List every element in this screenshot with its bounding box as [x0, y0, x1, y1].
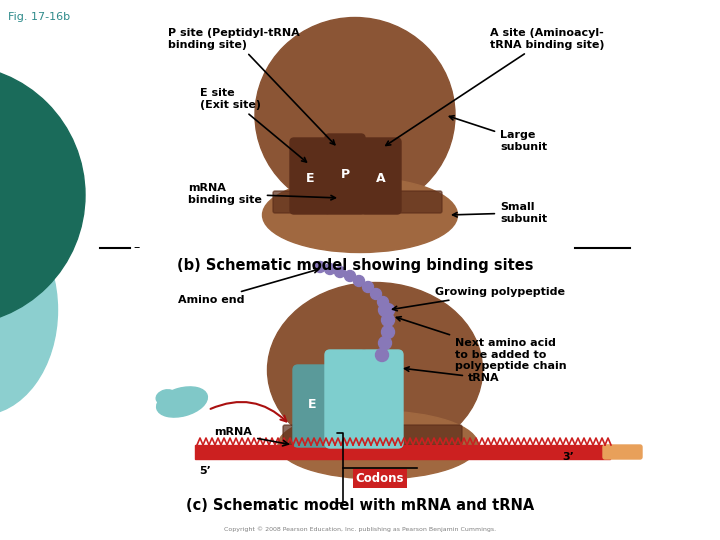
Text: A: A — [376, 172, 386, 185]
Ellipse shape — [157, 387, 207, 417]
Text: Next amino acid
to be added to
polypeptide chain: Next amino acid to be added to polypepti… — [397, 316, 567, 371]
Text: P site (Peptidyl-tRNA
binding site): P site (Peptidyl-tRNA binding site) — [168, 28, 335, 145]
Circle shape — [0, 65, 85, 325]
Circle shape — [379, 336, 392, 349]
Circle shape — [382, 314, 395, 327]
Ellipse shape — [268, 282, 482, 457]
FancyBboxPatch shape — [290, 138, 330, 214]
Text: E: E — [306, 172, 314, 185]
Circle shape — [382, 303, 395, 316]
Text: Growing polypeptide: Growing polypeptide — [392, 287, 565, 310]
Text: mRNA: mRNA — [214, 427, 252, 437]
Ellipse shape — [278, 411, 478, 479]
FancyBboxPatch shape — [361, 350, 403, 448]
Text: (c) Schematic model with mRNA and tRNA: (c) Schematic model with mRNA and tRNA — [186, 498, 534, 513]
Circle shape — [362, 281, 374, 293]
Text: P: P — [341, 168, 350, 181]
Ellipse shape — [0, 205, 58, 415]
Circle shape — [325, 264, 336, 274]
Circle shape — [376, 348, 389, 361]
Circle shape — [379, 303, 392, 316]
Ellipse shape — [263, 178, 457, 253]
FancyBboxPatch shape — [603, 445, 642, 459]
Circle shape — [377, 296, 389, 307]
Ellipse shape — [156, 390, 176, 404]
Circle shape — [315, 261, 325, 273]
Text: Codons: Codons — [356, 472, 404, 485]
Text: –: – — [133, 241, 139, 254]
Ellipse shape — [255, 17, 455, 213]
Circle shape — [382, 326, 395, 339]
Text: Fig. 17-16b: Fig. 17-16b — [8, 12, 70, 22]
Circle shape — [371, 288, 382, 300]
Text: tRNA: tRNA — [405, 367, 500, 383]
FancyBboxPatch shape — [325, 134, 365, 214]
FancyBboxPatch shape — [283, 425, 462, 445]
FancyBboxPatch shape — [195, 445, 610, 459]
FancyBboxPatch shape — [273, 191, 442, 213]
Text: Small
subunit: Small subunit — [453, 202, 547, 224]
Text: E: E — [307, 399, 316, 411]
Text: mRNA
binding site: mRNA binding site — [188, 183, 336, 205]
Text: Amino end: Amino end — [179, 268, 318, 305]
FancyBboxPatch shape — [325, 350, 367, 448]
Text: A site (Aminoacyl-
tRNA binding site): A site (Aminoacyl- tRNA binding site) — [386, 28, 605, 145]
Text: Copyright © 2008 Pearson Education, Inc. publishing as Pearson Benjamin Cummings: Copyright © 2008 Pearson Education, Inc.… — [224, 526, 496, 532]
Circle shape — [344, 271, 356, 281]
Text: Large
subunit: Large subunit — [449, 116, 547, 152]
Circle shape — [354, 275, 364, 287]
Text: 3’: 3’ — [562, 452, 574, 462]
Text: E site
(Exit site): E site (Exit site) — [200, 88, 307, 162]
FancyBboxPatch shape — [293, 365, 331, 447]
Text: (b) Schematic model showing binding sites: (b) Schematic model showing binding site… — [176, 258, 534, 273]
Text: 5’: 5’ — [199, 466, 211, 476]
FancyBboxPatch shape — [361, 138, 401, 214]
Circle shape — [335, 267, 346, 278]
